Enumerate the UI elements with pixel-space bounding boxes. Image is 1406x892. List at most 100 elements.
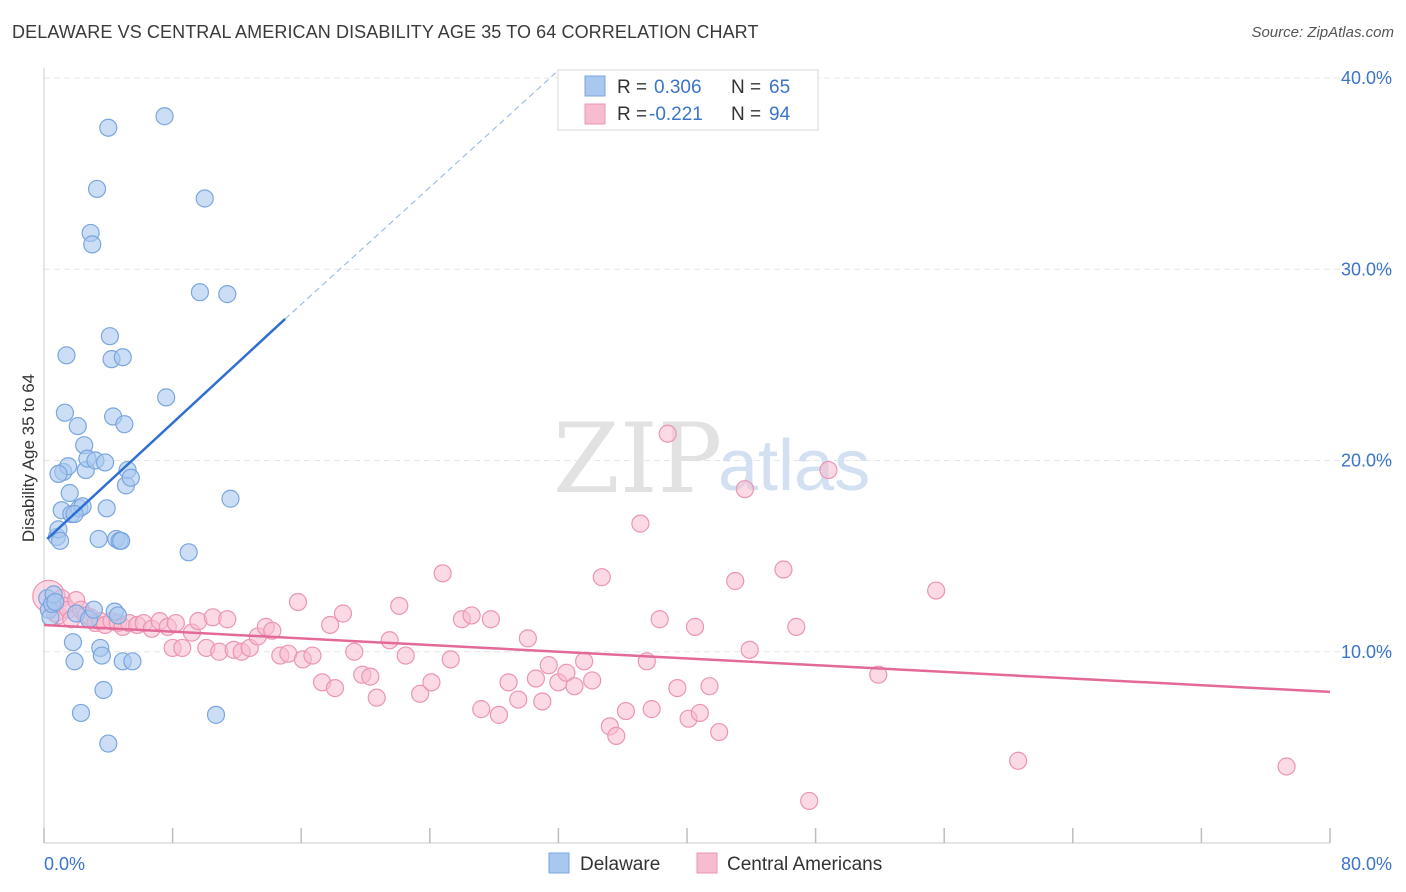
- grid-layer: 10.0% 20.0% 30.0% 40.0%: [44, 68, 1392, 662]
- central-americans-point: [462, 606, 481, 625]
- delaware-point: [84, 600, 103, 619]
- delaware-point: [113, 348, 132, 367]
- delaware-point: [65, 652, 84, 671]
- central-americans-point: [166, 613, 185, 633]
- central-americans-point: [700, 677, 719, 696]
- central-americans-point: [218, 610, 237, 629]
- y-tick-label: 20.0%: [1341, 451, 1392, 471]
- delaware-point: [92, 646, 111, 665]
- central-americans-point: [710, 722, 729, 742]
- central-americans-point: [533, 692, 552, 711]
- y-tick-label: 10.0%: [1341, 642, 1392, 662]
- central-americans-point: [325, 678, 345, 698]
- trend-lines: [43, 69, 1331, 694]
- central-americans-point: [1009, 751, 1028, 770]
- bottom-legend: Delaware Central Americans: [548, 852, 882, 875]
- delaware-point: [100, 327, 120, 346]
- central-americans-point: [726, 571, 745, 591]
- x-tick-label-min: 0.0%: [44, 854, 85, 874]
- delaware-point: [157, 388, 176, 407]
- central-americans-point: [361, 667, 380, 686]
- central-americans-point: [740, 640, 759, 659]
- legend-r-value-central: -0.221: [649, 104, 703, 125]
- delaware-point: [115, 415, 134, 434]
- delaware-point: [49, 464, 68, 483]
- delaware-point: [206, 705, 226, 724]
- central-americans-point: [685, 617, 705, 636]
- chart-title: DELAWARE VS CENTRAL AMERICAN DISABILITY …: [12, 22, 759, 42]
- y-tick-label: 30.0%: [1341, 259, 1392, 279]
- delaware-point: [155, 107, 174, 126]
- delaware-point: [99, 734, 118, 753]
- delaware-point: [123, 652, 142, 671]
- delaware-point: [179, 543, 198, 562]
- delaware-point: [46, 592, 65, 612]
- x-tick-label-max: 80.0%: [1341, 854, 1392, 874]
- central-americans-point: [539, 656, 558, 675]
- central-americans-point: [1277, 757, 1296, 776]
- watermark-zip: ZIP: [553, 403, 722, 515]
- delaware-point: [68, 416, 87, 436]
- central-americans-point: [592, 568, 611, 587]
- y-tick-label: 40.0%: [1341, 68, 1392, 88]
- legend-n-label-delaware: N =: [731, 77, 761, 98]
- legend-r-label-central: R =: [617, 104, 647, 125]
- central-americans-point: [433, 564, 452, 583]
- central-americans-point: [441, 650, 460, 669]
- central-americans-point: [668, 678, 687, 698]
- central-americans-point: [526, 669, 545, 688]
- central-americans-point: [819, 460, 838, 480]
- source-note: Source: ZipAtlas.com: [1251, 24, 1394, 41]
- delaware-point: [99, 118, 118, 137]
- central-americans-point: [927, 581, 946, 600]
- central-americans-point: [489, 705, 509, 724]
- delaware-trend-line: [46, 318, 286, 540]
- legend-n-value-delaware: 65: [769, 77, 790, 98]
- delaware-point: [60, 483, 79, 503]
- bottom-legend-swatch-delaware: [548, 852, 570, 874]
- delaware-point: [195, 189, 214, 208]
- central-americans-point: [658, 424, 677, 443]
- bottom-legend-swatch-central: [696, 852, 718, 874]
- central-americans-point: [173, 638, 192, 658]
- central-americans-point: [642, 700, 661, 719]
- central-americans-point: [422, 673, 441, 692]
- central-americans-point: [518, 629, 537, 648]
- delaware-point: [121, 468, 140, 487]
- delaware-point: [94, 680, 113, 700]
- central-americans-point: [288, 592, 308, 612]
- central-americans-point: [509, 690, 528, 709]
- central-americans-point: [333, 604, 353, 623]
- legend-swatch-delaware: [584, 75, 606, 97]
- central-americans-point: [735, 480, 754, 499]
- central-americans-point: [396, 646, 415, 665]
- delaware-point: [57, 346, 76, 365]
- bottom-legend-delaware: Delaware: [580, 854, 660, 875]
- bottom-legend-central: Central Americans: [727, 854, 882, 875]
- central-americans-point: [380, 631, 399, 650]
- delaware-point: [108, 606, 128, 625]
- delaware-points: [38, 107, 240, 753]
- central-americans-point: [565, 677, 584, 696]
- central-americans-point: [607, 726, 626, 746]
- central-americans-point: [303, 646, 322, 665]
- central-americans-point: [575, 652, 594, 671]
- central-americans-point: [367, 688, 386, 707]
- central-americans-point: [321, 615, 340, 635]
- delaware-point: [89, 529, 108, 549]
- central-americans-trend-line: [43, 623, 1331, 694]
- delaware-point: [71, 703, 91, 723]
- central-americans-point: [390, 596, 409, 615]
- central-americans-point: [481, 610, 500, 629]
- central-americans-point: [774, 560, 793, 579]
- legend-swatch-central: [584, 103, 606, 125]
- y-axis-label: Disability Age 35 to 64: [19, 374, 38, 542]
- delaware-point: [95, 453, 115, 472]
- central-americans-point: [499, 673, 518, 692]
- delaware-point: [190, 283, 210, 302]
- central-americans-point: [472, 700, 491, 719]
- delaware-point: [221, 489, 240, 508]
- watermark: ZIP atlas: [553, 403, 870, 515]
- legend-n-label-central: N =: [731, 104, 761, 125]
